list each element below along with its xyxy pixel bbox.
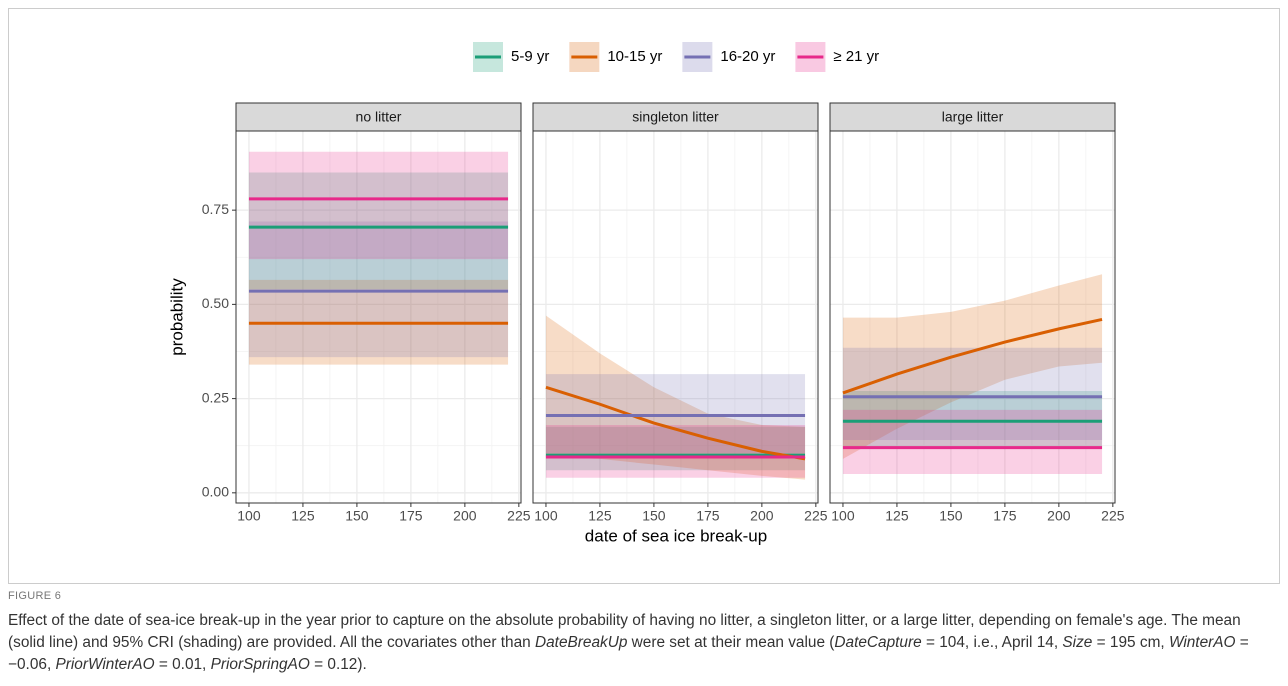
x-tick-label: 125 [885,508,909,524]
caption-part: WinterAO [1168,634,1236,651]
y-tick-label: 0.50 [202,295,229,311]
strip-label: no litter [356,109,402,125]
x-tick-label: 175 [399,508,423,524]
ci-band [545,315,806,480]
x-tick-label: 225 [507,508,531,524]
x-tick-label: 150 [939,508,963,524]
strip [829,102,1116,132]
ci-band [545,374,806,454]
x-tick-label: 100 [831,508,855,524]
panel-background [236,131,521,503]
ci-band [545,426,806,471]
caption-part: = 104, i.e., April 14, [921,634,1063,651]
caption-part: = −0.06, [8,634,1249,673]
ci-band [842,274,1103,459]
caption-part: DateBreakUp [535,634,628,651]
x-tick-label: 175 [993,508,1017,524]
legend-label: 5-9 yr [511,48,549,65]
x-tick-label: 100 [237,508,261,524]
ci-band [842,391,1103,448]
ci-band [545,424,806,478]
caption-part: = 195 cm, [1092,634,1169,651]
x-tick-label: 150 [642,508,666,524]
x-tick-label: 200 [1047,508,1071,524]
x-tick-label: 200 [750,508,774,524]
ci-band [842,409,1103,474]
caption-part: = 0.12). [309,656,367,673]
legend-label: 10-15 yr [607,48,662,65]
ci-band [248,151,509,260]
x-tick-label: 225 [1101,508,1125,524]
x-tick-label: 175 [696,508,720,524]
figure-border [8,8,1280,584]
strip-label: large litter [942,109,1004,125]
caption: FIGURE 6 Effect of the date of sea-ice b… [8,590,1280,676]
y-tick-label: 0.00 [202,484,229,500]
mean-line [545,385,806,461]
caption-part: Effect of the date of sea-ice break-up i… [8,612,1241,651]
caption-part: PriorWinterAO [55,656,155,673]
panel-background [533,131,818,503]
caption-part: Size [1062,634,1093,651]
x-tick-label: 150 [345,508,369,524]
caption-part: = 0.01, [154,656,211,673]
legend-label: ≥ 21 yr [833,48,879,65]
panel-background [830,131,1115,503]
y-tick-label: 0.25 [202,389,229,405]
caption-part: were set at their mean value ( [627,634,835,651]
x-tick-label: 225 [804,508,828,524]
x-tick-label: 200 [453,508,477,524]
x-tick-label: 125 [291,508,315,524]
chart: probability date of sea ice break-up 5-9… [8,8,1280,584]
strip-label: singleton litter [632,109,719,125]
ci-band [248,172,509,290]
y-tick-label: 0.75 [202,201,229,217]
legend-label: 16-20 yr [720,48,775,65]
x-axis-title: date of sea ice break-up [585,526,767,545]
x-tick-label: 100 [534,508,558,524]
strip [532,102,819,132]
y-axis-title: probability [167,278,186,356]
caption-part: DateCapture [834,634,922,651]
x-tick-label: 125 [588,508,612,524]
caption-part: PriorSpringAO [210,656,310,673]
caption-text: Effect of the date of sea-ice break-up i… [8,610,1280,676]
figure-label: FIGURE 6 [8,590,62,602]
mean-line [842,317,1103,395]
strip [235,102,522,132]
